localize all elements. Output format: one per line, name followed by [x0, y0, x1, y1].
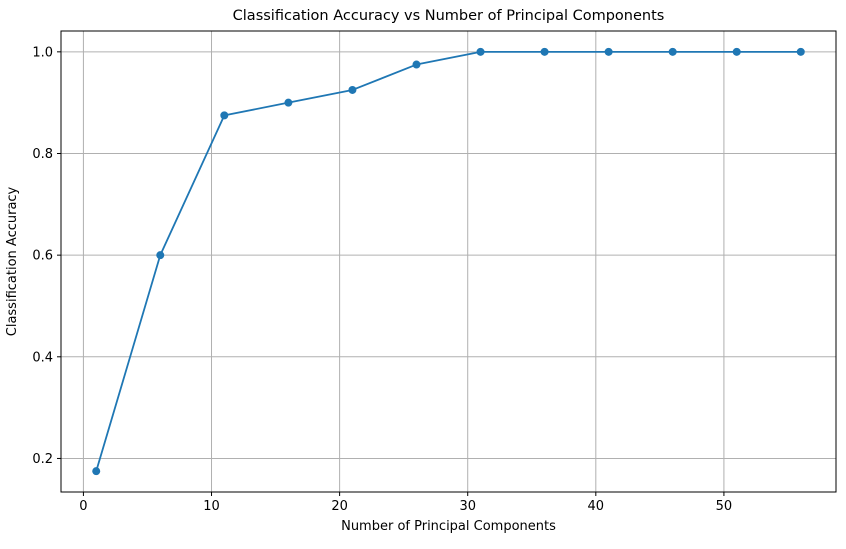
data-point: [476, 47, 485, 56]
data-line: [95, 50, 802, 473]
data-point: [668, 47, 677, 56]
plot-border: [60, 30, 837, 493]
y-tick-label: 0.8: [32, 147, 53, 162]
data-point: [412, 60, 421, 69]
data-point: [540, 47, 549, 56]
y-tick-label: 0.4: [32, 350, 53, 365]
data-point: [348, 85, 357, 94]
x-tick-label: 30: [459, 499, 476, 514]
data-point: [284, 98, 293, 107]
x-tick-label: 20: [331, 499, 348, 514]
y-tick-label: 1.0: [32, 45, 53, 60]
y-tick-label: 0.6: [32, 249, 53, 264]
data-point: [156, 251, 165, 260]
data-point: [796, 47, 805, 56]
grid-layer: [61, 31, 836, 492]
data-point: [92, 467, 101, 476]
y-tick-label: 0.2: [32, 452, 53, 467]
data-point: [604, 47, 613, 56]
x-tick-label: 10: [203, 499, 220, 514]
data-point: [732, 47, 741, 56]
x-axis-label: Number of Principal Components: [341, 519, 556, 534]
x-tick-label: 0: [79, 499, 87, 514]
data-point: [220, 111, 229, 120]
chart-title: Classification Accuracy vs Number of Pri…: [233, 8, 665, 24]
y-axis-label: Classification Accuracy: [5, 186, 20, 336]
x-tick-label: 40: [588, 499, 605, 514]
series-layer: [92, 47, 805, 476]
axis-layer: 0 10 20 30 40 50 0.2 0.4 0.6 0.8 1.0: [32, 30, 837, 514]
x-tick-label: 50: [716, 499, 733, 514]
